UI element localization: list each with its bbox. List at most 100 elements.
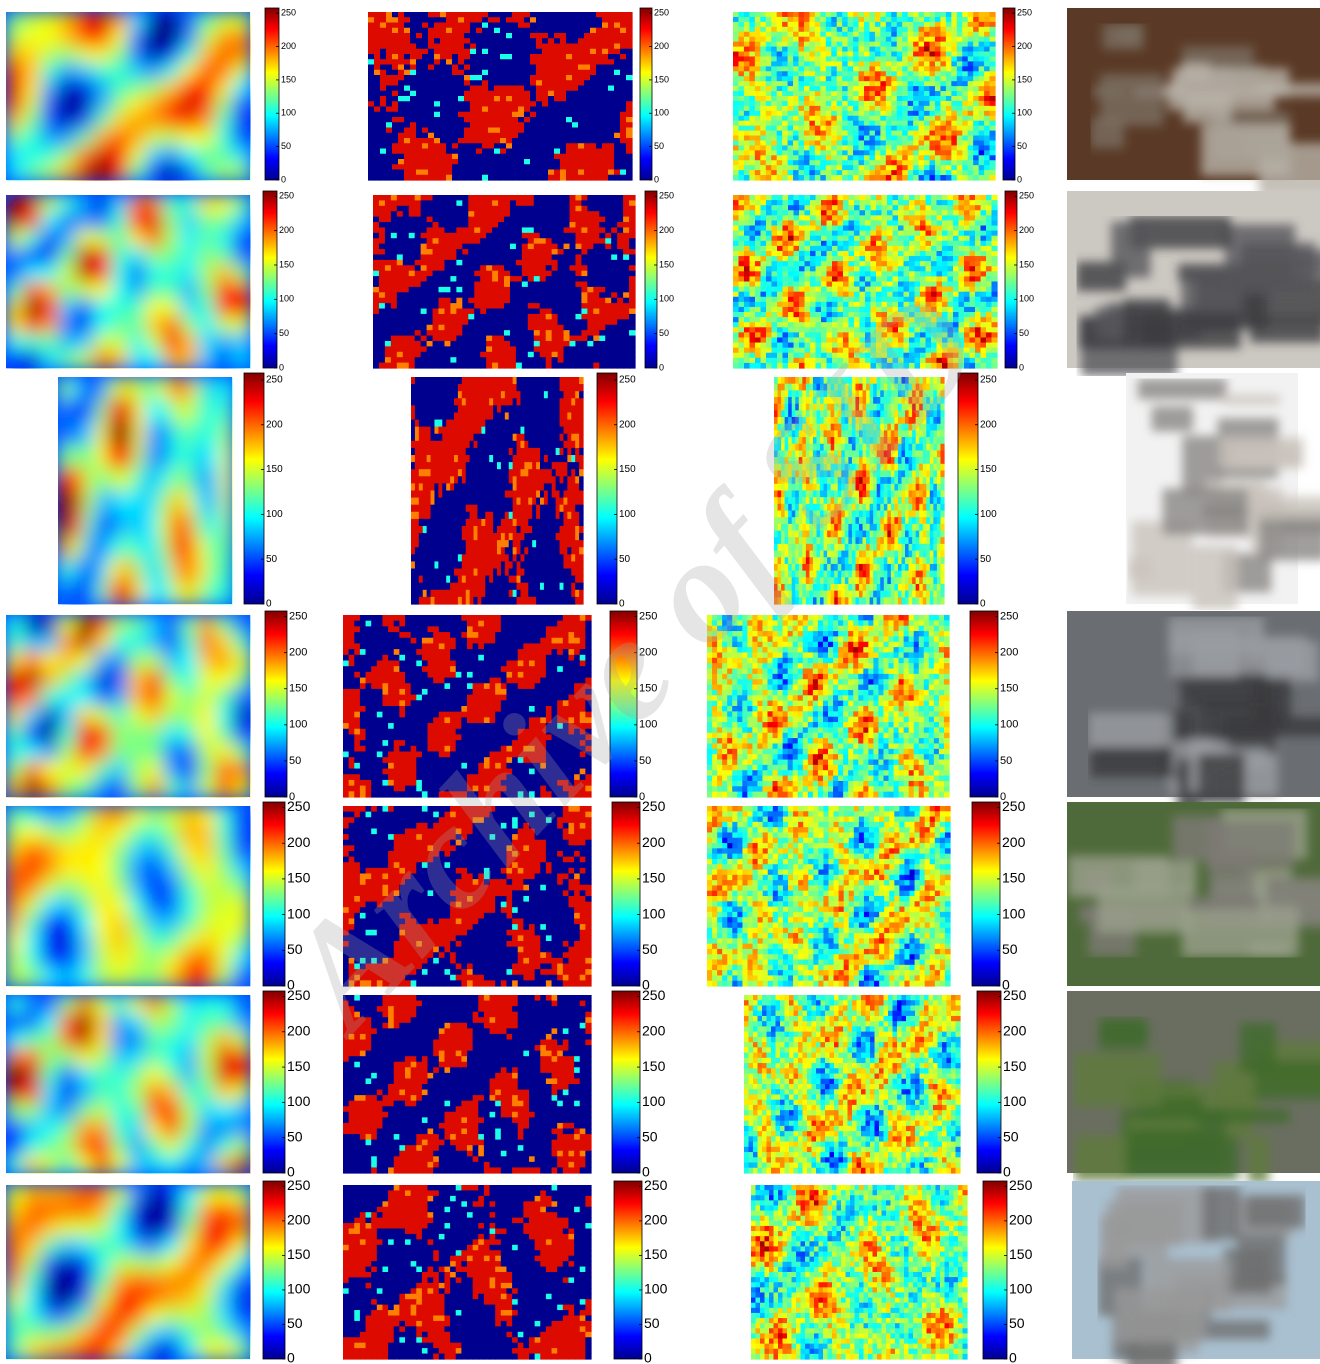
heatmap-cell xyxy=(398,174,405,181)
heatmap-cell xyxy=(738,205,745,211)
heatmap-cell xyxy=(373,324,380,331)
heatmap-cell xyxy=(782,66,789,72)
heatmap-cell xyxy=(847,81,854,87)
heatmap-cell xyxy=(551,319,559,326)
heatmap-cell xyxy=(197,350,217,369)
heatmap-cell xyxy=(458,22,465,29)
heatmap-cell xyxy=(743,145,750,151)
heatmap-cell xyxy=(527,297,535,304)
heatmap-cell xyxy=(545,281,553,288)
heatmap-cell xyxy=(456,362,463,369)
heatmap-cell xyxy=(831,91,838,97)
heatmap-cell xyxy=(539,324,547,331)
heatmap-cell xyxy=(422,12,429,18)
heatmap-cell xyxy=(620,159,627,165)
heatmap-cell xyxy=(956,76,963,82)
heatmap-cell xyxy=(836,61,843,67)
heatmap-cell xyxy=(934,96,942,102)
photo-shape xyxy=(1102,23,1144,50)
heatmap-cell xyxy=(40,281,60,300)
heatmap-cell xyxy=(560,48,567,55)
heatmap-cell xyxy=(432,319,440,326)
heatmap-cell xyxy=(596,169,603,176)
heatmap-cell xyxy=(814,21,821,28)
heatmap-cell xyxy=(940,91,947,97)
heatmap-cell xyxy=(518,148,525,155)
heatmap-cell xyxy=(215,350,234,369)
heatmap-cell xyxy=(918,150,925,156)
heatmap-cell xyxy=(58,212,77,231)
heatmap-cell xyxy=(533,292,541,299)
heatmap-cell xyxy=(420,195,428,202)
heatmap-cell xyxy=(402,249,410,256)
heatmap-cell xyxy=(402,297,410,304)
heatmap-cell xyxy=(584,12,591,18)
heatmap-cell xyxy=(542,54,549,60)
heatmap-cell xyxy=(738,16,745,23)
heatmap-cell xyxy=(434,169,441,176)
heatmap-cell xyxy=(482,85,489,92)
colorbar-tick-label: 100 xyxy=(281,108,296,118)
heatmap-cell xyxy=(402,270,410,277)
heatmap-cell xyxy=(392,101,399,108)
heatmap-cell xyxy=(620,106,627,113)
heatmap-cell xyxy=(776,115,783,122)
heatmap-cell xyxy=(896,115,903,122)
heatmap-cell xyxy=(765,31,772,38)
heatmap-cell xyxy=(93,298,112,318)
heatmap-cell xyxy=(940,130,947,137)
heatmap-cell xyxy=(803,145,811,151)
heatmap-cell xyxy=(509,216,517,223)
heatmap-cell xyxy=(809,110,816,117)
heatmap-cell xyxy=(837,195,844,201)
heatmap-cell xyxy=(566,164,573,171)
heatmap-cell xyxy=(611,276,618,283)
heatmap-cell xyxy=(590,33,597,39)
heatmap-cell xyxy=(962,175,969,181)
heatmap-cell xyxy=(498,195,505,202)
heatmap-cell xyxy=(378,362,386,369)
heatmap-cell xyxy=(378,232,386,239)
heatmap-cell xyxy=(486,200,493,207)
heatmap-cell xyxy=(798,125,805,132)
heatmap-cell xyxy=(422,59,429,66)
heatmap-cell xyxy=(820,140,827,147)
heatmap-cell xyxy=(578,17,585,24)
heatmap-cell xyxy=(40,12,60,30)
heatmap-cell xyxy=(880,140,887,147)
heatmap-cell xyxy=(733,145,740,151)
heatmap-cell xyxy=(602,64,609,71)
heatmap-cell xyxy=(128,333,147,352)
heatmap-cell xyxy=(617,238,624,245)
heatmap-cell xyxy=(825,56,832,63)
heatmap-cell xyxy=(605,216,612,223)
heatmap-cell xyxy=(380,169,387,176)
heatmap-cell xyxy=(470,122,477,129)
heatmap-cell xyxy=(380,138,387,144)
heatmap-cell xyxy=(984,46,991,53)
heatmap-cell xyxy=(386,96,393,102)
heatmap-cell xyxy=(869,96,876,102)
heatmap-cell xyxy=(416,27,423,34)
heatmap-cell xyxy=(918,96,925,102)
heatmap-cell xyxy=(945,175,952,181)
heatmap-cell xyxy=(842,105,849,112)
heatmap-cell xyxy=(864,145,871,151)
heatmap-cell xyxy=(913,155,920,161)
heatmap-cell xyxy=(40,316,60,335)
heatmap-cell xyxy=(787,56,794,63)
heatmap-cell xyxy=(962,76,969,82)
heatmap-cell xyxy=(498,232,505,239)
heatmap-cell xyxy=(738,155,745,161)
heatmap-cell xyxy=(416,153,423,160)
heatmap-cell xyxy=(803,41,811,48)
heatmap-cell xyxy=(599,362,606,369)
heatmap-cell xyxy=(474,238,481,245)
heatmap-cell xyxy=(506,22,513,29)
heatmap-cell xyxy=(566,96,573,102)
heatmap-cell xyxy=(542,106,549,113)
heatmap-cell xyxy=(378,216,386,223)
heatmap-cell xyxy=(940,86,947,92)
heatmap-cell xyxy=(617,270,624,277)
heatmap-cell xyxy=(924,61,931,67)
